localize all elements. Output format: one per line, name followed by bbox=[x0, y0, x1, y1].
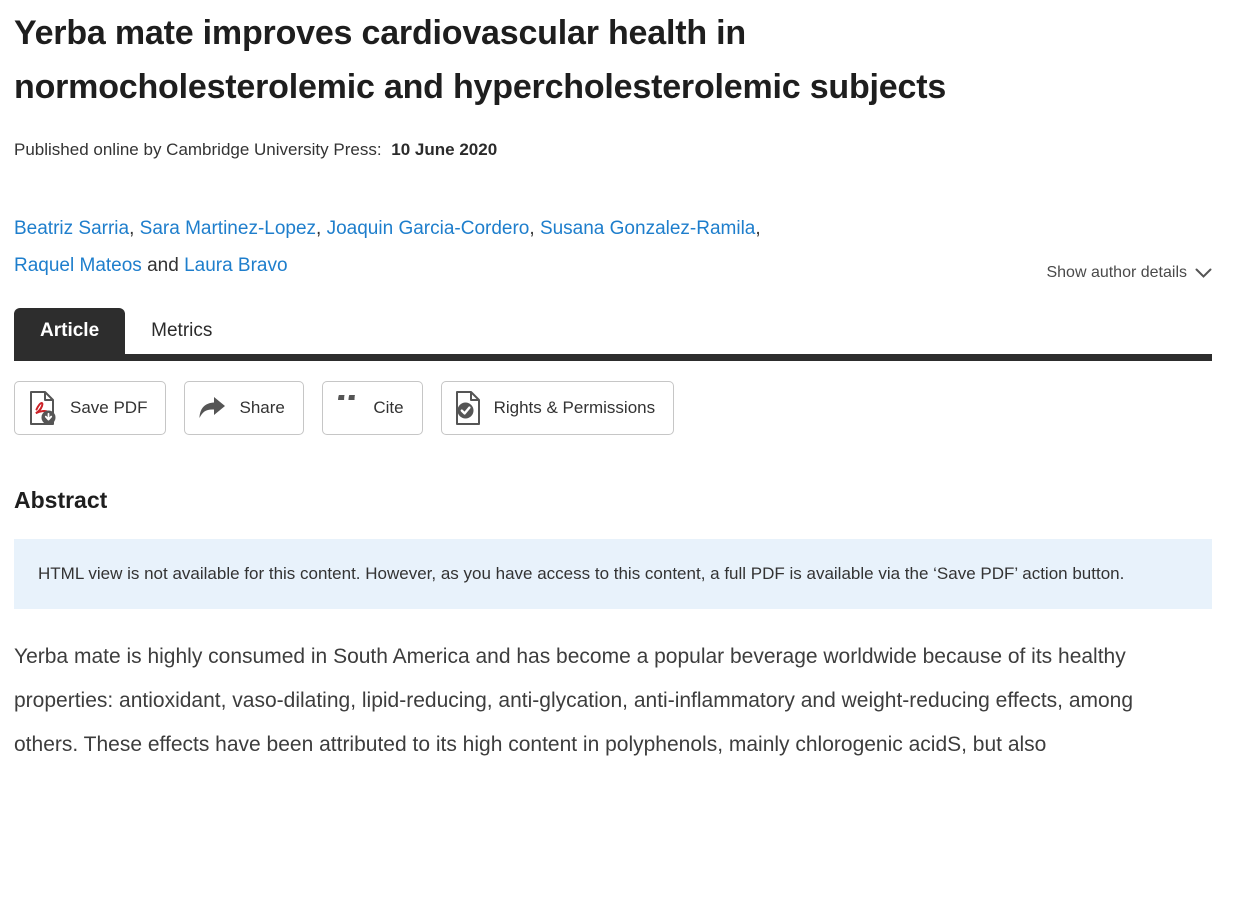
author-link[interactable]: Susana Gonzalez-Ramila bbox=[539, 218, 756, 239]
article-page: Yerba mate improves cardiovascular healt… bbox=[14, 14, 1212, 756]
author-link[interactable]: Joaquin Garcia-Cordero bbox=[326, 218, 530, 239]
published-date: 10 June 2020 bbox=[391, 140, 498, 159]
share-button[interactable]: Share bbox=[184, 381, 304, 435]
chevron-down-icon bbox=[1195, 268, 1212, 278]
tab-metrics[interactable]: Metrics bbox=[151, 320, 213, 341]
article-title: Yerba mate improves cardiovascular healt… bbox=[14, 14, 947, 106]
show-author-details-button[interactable]: Show author details bbox=[1046, 262, 1212, 284]
save-pdf-button[interactable]: Save PDF bbox=[14, 381, 167, 435]
authors-row: Beatriz Sarria, Sara Martinez-Lopez, Joa… bbox=[14, 210, 1212, 284]
save-pdf-label: Save PDF bbox=[70, 398, 148, 417]
author-list: Beatriz Sarria, Sara Martinez-Lopez, Joa… bbox=[14, 218, 761, 276]
author-link[interactable]: Laura Bravo bbox=[184, 255, 288, 276]
action-toolbar: Save PDF Share “ Cite Rights & Permissio… bbox=[14, 381, 1212, 435]
notice-text: HTML view is not available for this cont… bbox=[38, 564, 1125, 583]
author-link[interactable]: Beatriz Sarria bbox=[14, 218, 130, 239]
share-icon bbox=[199, 397, 226, 418]
abstract-heading: Abstract bbox=[14, 487, 108, 513]
author-link[interactable]: Raquel Mateos bbox=[14, 255, 142, 276]
rights-check-document-icon bbox=[455, 391, 480, 425]
tab-bar: Article Metrics bbox=[14, 308, 1212, 354]
tab-article[interactable]: Article bbox=[14, 308, 126, 354]
tab-underline bbox=[14, 354, 1212, 361]
cite-label: Cite bbox=[373, 398, 404, 417]
rights-permissions-button[interactable]: Rights & Permissions bbox=[440, 381, 675, 435]
abstract-body-text: Yerba mate is highly consumed in South A… bbox=[14, 645, 1134, 756]
pdf-download-icon bbox=[30, 391, 56, 425]
show-author-details-label: Show author details bbox=[1046, 264, 1187, 281]
rights-permissions-label: Rights & Permissions bbox=[493, 398, 656, 417]
quote-icon: “ bbox=[335, 395, 361, 421]
published-line: Published online by Cambridge University… bbox=[14, 140, 1212, 160]
share-label: Share bbox=[239, 398, 285, 417]
cite-button[interactable]: “ Cite bbox=[321, 381, 423, 435]
published-label: Published online by Cambridge University… bbox=[14, 140, 382, 159]
html-unavailable-notice: HTML view is not available for this cont… bbox=[14, 539, 1212, 609]
author-link[interactable]: Sara Martinez-Lopez bbox=[139, 218, 317, 239]
